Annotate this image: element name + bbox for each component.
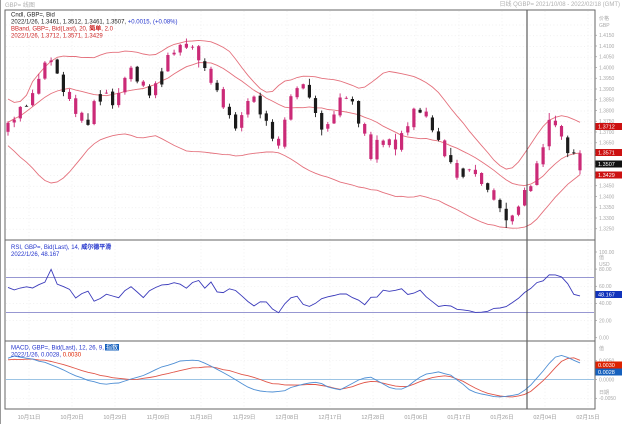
svg-text:1.3400: 1.3400 <box>599 194 615 200</box>
svg-text:日线 QGBP= 2021/10/08 - 2022/0: 日线 QGBP= 2021/10/08 - 2022/02/18 (GMT) <box>499 0 620 8</box>
svg-text:11月09日: 11月09日 <box>147 414 170 421</box>
svg-text:1.3800: 1.3800 <box>599 108 615 114</box>
svg-text:日期: 日期 <box>599 390 609 396</box>
svg-text:MACD, GBP=, Bid(Last), 12, 26,: MACD, GBP=, Bid(Last), 12, 26, 9, <box>11 346 104 352</box>
svg-text:0.0028: 0.0028 <box>598 370 615 376</box>
svg-text:80.00: 80.00 <box>599 267 612 273</box>
svg-text:Cndl, GBP=, Bid: Cndl, GBP=, Bid <box>11 13 55 19</box>
svg-text:1.3250: 1.3250 <box>599 227 615 233</box>
svg-text:1.3450: 1.3450 <box>599 184 615 190</box>
svg-text:11月18日: 11月18日 <box>190 414 213 421</box>
svg-text:1.3750: 1.3750 <box>599 119 615 125</box>
svg-text:20.00: 20.00 <box>599 318 612 324</box>
svg-text:2022/1/26, 1.3461, 1.3512, 1.3: 2022/1/26, 1.3461, 1.3512, 1.3461, 1.350… <box>11 20 177 26</box>
svg-text:价格: 价格 <box>599 15 609 22</box>
svg-text:值: 值 <box>599 345 604 352</box>
svg-text:GBP: GBP <box>599 23 610 29</box>
svg-text:1.4050: 1.4050 <box>599 55 615 61</box>
svg-text:2022/1/26, 1.3712, 1.3571, 1.3: 2022/1/26, 1.3712, 1.3571, 1.3429 <box>11 34 103 40</box>
svg-text:11月29日: 11月29日 <box>233 414 256 421</box>
svg-text:2022/1/26, 48.167: 2022/1/26, 48.167 <box>11 252 60 258</box>
svg-text:12月17日: 12月17日 <box>318 414 341 421</box>
svg-text:USD: USD <box>599 262 610 268</box>
svg-text:01月26日: 01月26日 <box>490 414 513 421</box>
svg-text:1.3650: 1.3650 <box>599 141 615 147</box>
svg-text:10月29日: 10月29日 <box>103 414 126 421</box>
svg-text:02月04日: 02月04日 <box>533 414 556 421</box>
svg-text:10月20日: 10月20日 <box>60 414 83 421</box>
svg-text:1.3507: 1.3507 <box>598 162 615 168</box>
svg-text:40.00: 40.00 <box>599 301 612 307</box>
svg-text:1.3850: 1.3850 <box>599 98 615 104</box>
svg-text:1.3900: 1.3900 <box>599 87 615 93</box>
svg-text:1.4000: 1.4000 <box>599 65 615 71</box>
svg-text:60.00: 60.00 <box>599 284 612 290</box>
svg-text:100.00: 100.00 <box>599 250 615 256</box>
svg-text:1.3712: 1.3712 <box>598 125 615 131</box>
svg-text:01月06日: 01月06日 <box>404 414 427 421</box>
svg-text:1.3700: 1.3700 <box>599 130 615 136</box>
svg-text:指数: 指数 <box>106 344 118 352</box>
svg-text:1.3950: 1.3950 <box>599 76 615 82</box>
svg-text:0.0030: 0.0030 <box>598 363 615 369</box>
svg-text:GBP= 线图: GBP= 线图 <box>5 1 35 9</box>
svg-text:12月28日: 12月28日 <box>361 414 384 421</box>
svg-text:RSI, GBP=, Bid(Last), 14, 威尔德平: RSI, GBP=, Bid(Last), 14, 威尔德平滑 <box>11 243 111 251</box>
svg-text:BBand, GBP=, Bid(Last), 20, 简单: BBand, GBP=, Bid(Last), 20, 简单, 2.0 <box>11 25 114 33</box>
svg-text:-0.0050: -0.0050 <box>599 396 616 402</box>
svg-text:0.00: 0.00 <box>599 336 609 342</box>
svg-text:1.3429: 1.3429 <box>598 173 615 179</box>
svg-text:02月15日: 02月15日 <box>576 414 599 421</box>
svg-text:2022/1/26, 0.0028, 0.0030: 2022/1/26, 0.0028, 0.0030 <box>11 353 82 359</box>
svg-text:10月11日: 10月11日 <box>18 414 41 421</box>
svg-text:1.3350: 1.3350 <box>599 205 615 211</box>
svg-text:0.0000: 0.0000 <box>599 377 615 383</box>
svg-text:48.167: 48.167 <box>598 293 615 299</box>
svg-text:01月17日: 01月17日 <box>447 414 470 421</box>
svg-text:1.4100: 1.4100 <box>599 44 615 50</box>
svg-text:值: 值 <box>599 254 604 261</box>
svg-text:1.3571: 1.3571 <box>598 151 615 157</box>
svg-text:1.3300: 1.3300 <box>599 216 615 222</box>
svg-text:1.4150: 1.4150 <box>599 33 615 39</box>
svg-text:12月08日: 12月08日 <box>275 414 298 421</box>
